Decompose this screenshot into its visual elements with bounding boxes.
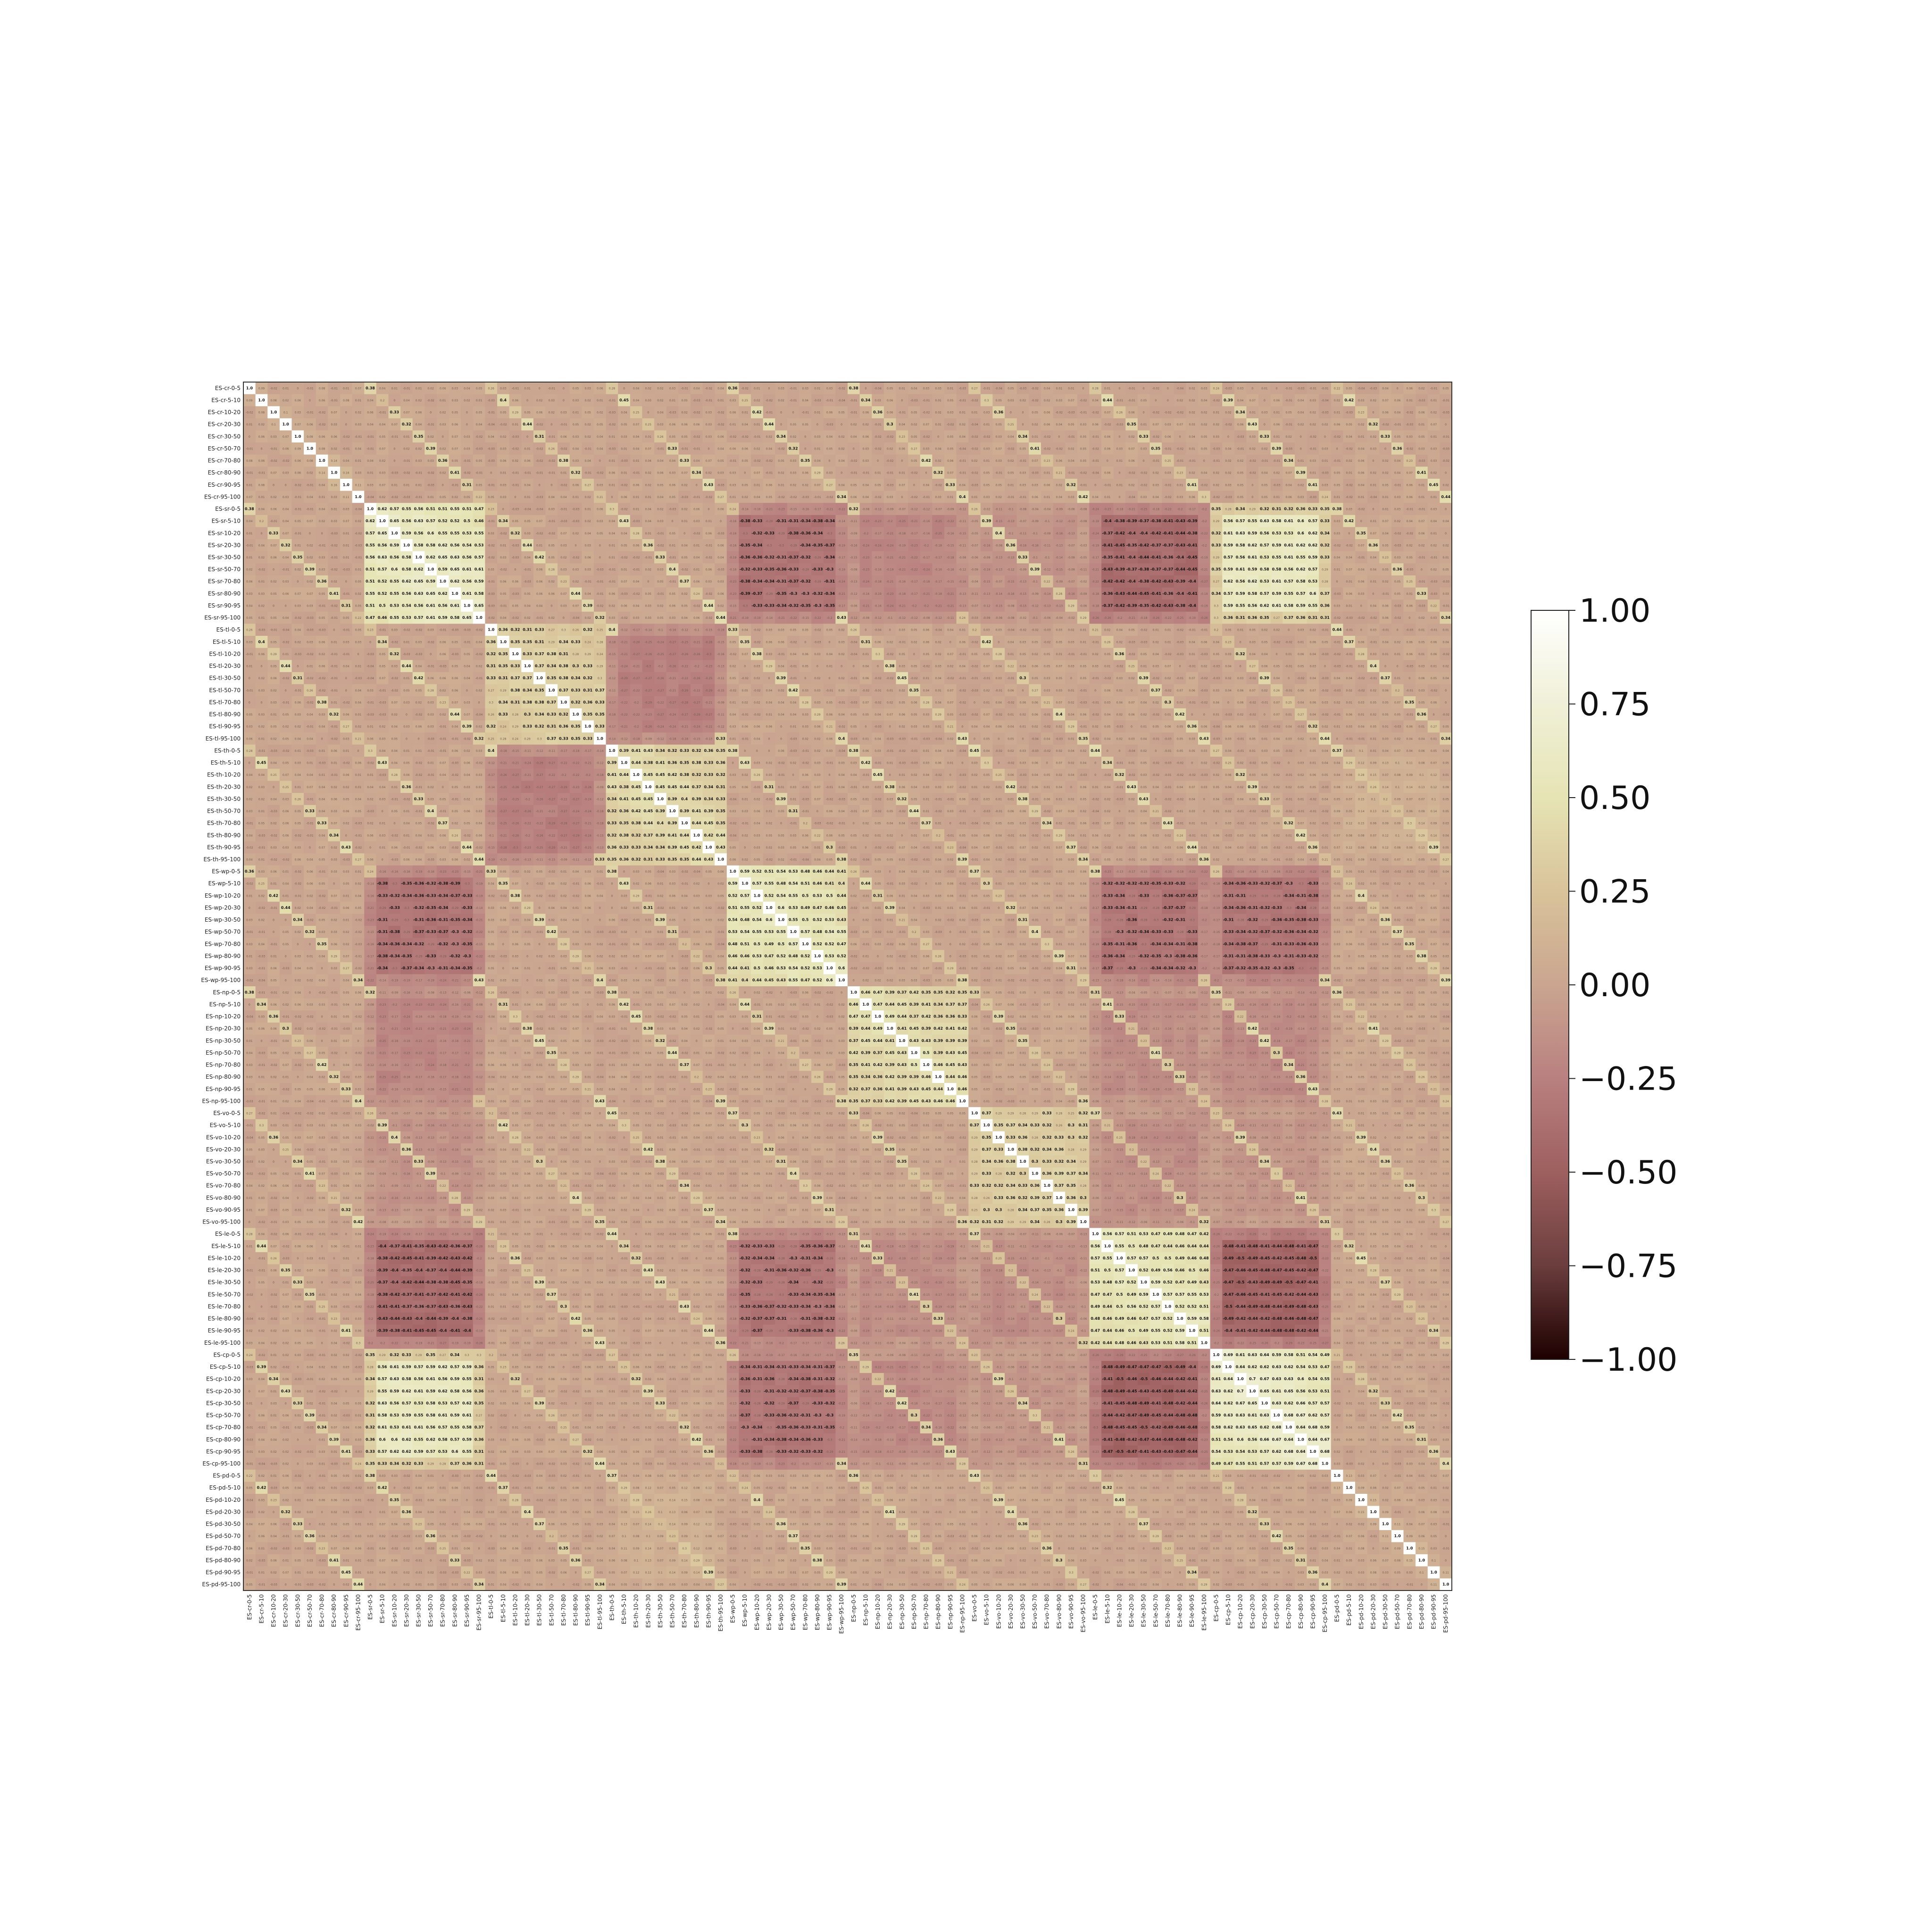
- heatmap-cells: [243, 382, 1452, 1591]
